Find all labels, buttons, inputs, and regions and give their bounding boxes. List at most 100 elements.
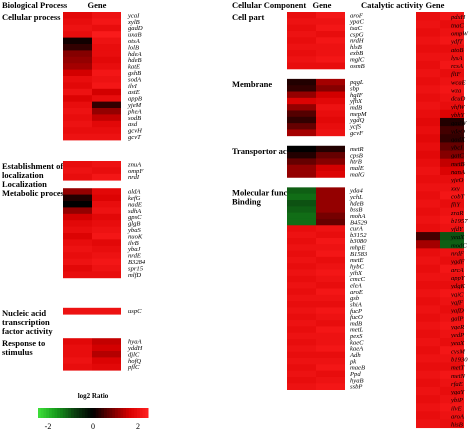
heat-cell-yfdy-2 [440, 223, 464, 233]
heat-cell-wza-2 [440, 85, 464, 94]
heat-cell-wza-1 [416, 85, 440, 94]
heat-cell-hybc-2 [316, 263, 345, 270]
heat-cell-yfhx-2 [316, 97, 345, 105]
heat-cell-yda4-2 [316, 187, 345, 195]
heat-cell-nrdf-1 [416, 248, 440, 257]
group-label: stimulus [2, 347, 33, 357]
gene-label: dcuD [451, 96, 466, 103]
heat-cell-fuco-1 [287, 313, 316, 321]
heat-cell-kaea-1 [287, 345, 316, 353]
scale-swatch [93, 408, 97, 418]
scale-swatch [57, 408, 61, 418]
gene-label: sodB [128, 115, 141, 122]
gene-label: fliF [451, 71, 461, 78]
scale-swatch [112, 408, 116, 418]
heat-cell-ompf-1 [63, 167, 92, 175]
scale-swatch [131, 408, 135, 418]
heat-cell-wcae-1 [416, 77, 440, 86]
heat-cell-arof-1 [287, 12, 316, 19]
gene-label: B3284 [128, 259, 146, 266]
gene-label: modC [451, 242, 467, 249]
panel-header: Cellular Component [232, 0, 306, 10]
gene-label: osmB [350, 63, 365, 70]
heat-cell-ychl-2 [316, 193, 345, 201]
scale-swatch [98, 408, 102, 418]
heat-cell-ilvi-1 [63, 82, 92, 90]
group-label: Binding [232, 196, 262, 206]
heat-cell-sbp-1 [287, 85, 316, 92]
gene-label: pqgL [349, 79, 364, 86]
gene-label: mhpE [350, 245, 365, 252]
gene-label: ybaJ [127, 246, 142, 253]
gene-label: aroA [451, 414, 465, 421]
heat-cell-gadw-1 [416, 117, 440, 127]
gene-label: wcaE [451, 79, 466, 86]
gene-label: nrdE [128, 253, 141, 260]
gene-label: gadD [128, 25, 143, 32]
group-label: Cellular process [2, 12, 61, 22]
gene-label: hdeB [128, 57, 142, 64]
gene-label: ygdQ [349, 117, 365, 124]
gene-label: metR [350, 146, 364, 153]
heat-cell-cmcc-2 [316, 275, 345, 283]
heat-cell-mdb-1 [287, 320, 316, 327]
heat-cell-gpsc-2 [92, 213, 121, 221]
heat-cell-ilvb-1 [63, 239, 92, 247]
heat-cell-malg-1 [287, 171, 316, 178]
heat-cell-moha-2 [316, 212, 345, 220]
heat-cell-b4529-1 [287, 218, 316, 226]
heat-cell-mdb-1 [287, 104, 316, 111]
gene-label: gpsC [128, 214, 142, 221]
heat-cell-ycfs-1 [287, 123, 316, 130]
gene-label: gshB [128, 70, 141, 77]
group-label: localization [2, 170, 44, 180]
gene-label: astE [128, 89, 140, 96]
heat-cell-cspg-2 [316, 30, 345, 38]
gene-label: hgIF [350, 92, 364, 99]
heat-cell-pqgl-1 [287, 78, 316, 86]
heat-cell-hyab-2 [316, 376, 345, 384]
gene-label: uspC [128, 308, 142, 315]
gene-label: Adh [349, 352, 361, 359]
gene-label: wza [451, 88, 462, 95]
scale-swatch [120, 408, 124, 418]
heat-cell-cura-2 [316, 225, 345, 232]
heat-cell-djlc-2 [92, 351, 121, 358]
heat-cell-mett-1 [416, 362, 440, 371]
color-scale-ticks: -2 0 2 [45, 422, 140, 431]
heat-cell-rcsa-1 [416, 60, 440, 70]
scale-swatch [73, 408, 77, 418]
gene-column-header: Gene [313, 0, 332, 10]
heat-cell-b3284-1 [63, 258, 92, 266]
gene-label: hybC [350, 264, 365, 271]
heat-cell-rcsa-2 [440, 60, 464, 70]
heat-cell-metl-2 [316, 326, 345, 334]
heat-cell-b1957-1 [416, 215, 440, 225]
gene-label: metT [451, 365, 466, 372]
heat-cell-yhfw-2 [440, 101, 464, 111]
heat-cell-pdxh-1 [416, 12, 440, 21]
heat-cell-htrb-2 [316, 158, 345, 166]
gene-label: nrdH [350, 38, 365, 45]
heat-cell-appb-2 [92, 95, 121, 102]
heat-cell-metl-1 [287, 326, 316, 334]
group-membrane: Membrane pqgLsbphgIFyfhXmdBmepMygdQycfSgc… [232, 78, 367, 137]
heat-cell-rfae-1 [416, 378, 440, 388]
heat-cell-ydft-1 [416, 36, 440, 45]
gene-label: malE [350, 165, 364, 172]
gene-label: hisB [451, 422, 463, 429]
heat-cell-moha-1 [287, 212, 316, 220]
heat-cell-osmb-2 [316, 62, 345, 70]
gene-label: appB [128, 96, 142, 103]
gene-label: ybhY [450, 112, 466, 119]
gene-label: htrB [350, 159, 362, 166]
heat-cell-nrdi-2 [92, 173, 121, 181]
heat-cell-nrdh-2 [316, 37, 345, 44]
gene-label: eleA [350, 282, 363, 289]
gene-label: ydgK [450, 283, 466, 290]
heat-cell-pexs-2 [316, 332, 345, 340]
gene-label: pdxH [450, 14, 467, 21]
group-cell-part: Cell part aroFypaCtsaCcspGnrdHhlsBexbBmgl… [232, 12, 365, 70]
heat-cell-nade-1 [63, 201, 92, 208]
heat-cell-aroa-2 [440, 411, 464, 420]
